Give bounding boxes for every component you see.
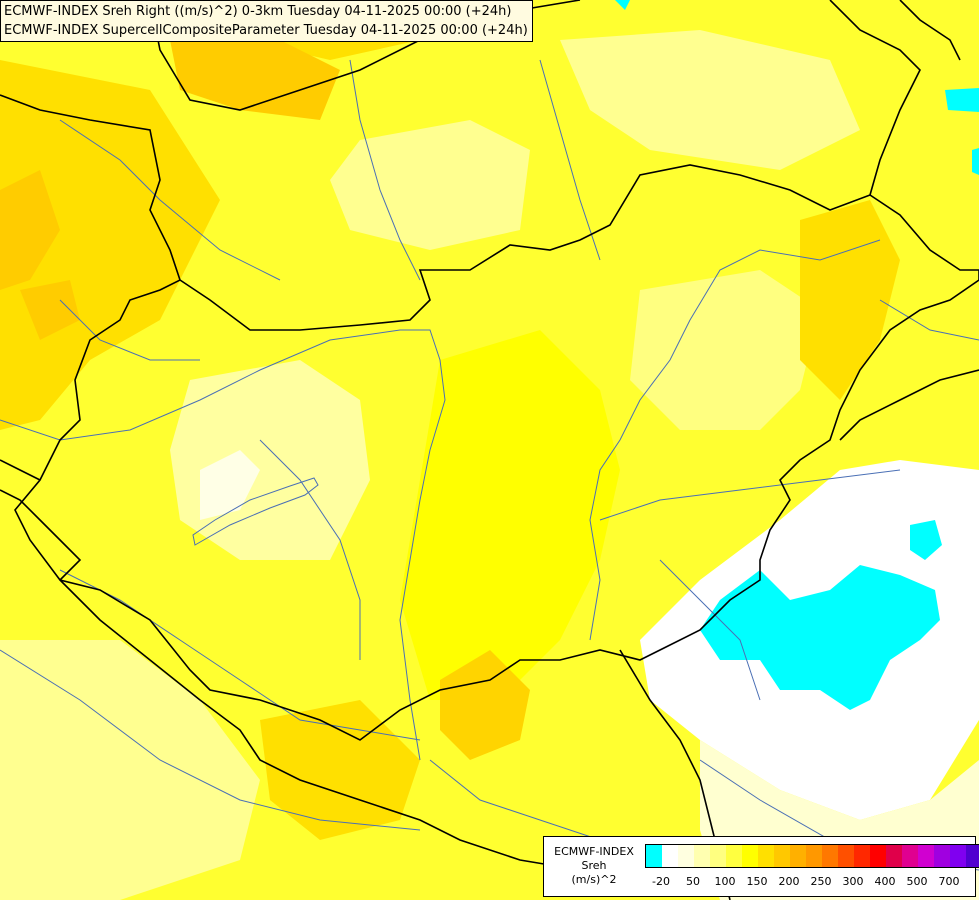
field-zone-cyan-se bbox=[700, 565, 940, 710]
legend-swatch bbox=[886, 845, 902, 867]
legend-swatch bbox=[950, 845, 966, 867]
legend-swatch bbox=[902, 845, 918, 867]
field-zone-cyan-edge-1 bbox=[945, 88, 979, 112]
field-zone-light-east bbox=[630, 270, 820, 430]
legend-swatch bbox=[742, 845, 758, 867]
legend-swatch bbox=[966, 845, 979, 867]
legend-tick-label: 300 bbox=[842, 875, 864, 888]
legend-swatch bbox=[854, 845, 870, 867]
river-center-1 bbox=[259, 439, 361, 660]
field-zone-cyan-east-blob bbox=[910, 520, 942, 560]
legend-swatch bbox=[806, 845, 822, 867]
river-danube bbox=[0, 329, 446, 761]
field-zone-pale-north bbox=[330, 30, 860, 250]
legend-swatch bbox=[710, 845, 726, 867]
legend-swatch bbox=[662, 845, 678, 867]
map-title-line-1: ECMWF-INDEX Sreh Right ((m/s)^2) 0-3km T… bbox=[4, 4, 512, 19]
legend-tick-label: 50 bbox=[686, 875, 700, 888]
legend-tick-label: -20 bbox=[652, 875, 670, 888]
river-north-2 bbox=[349, 59, 421, 281]
river-west-1 bbox=[59, 299, 200, 361]
legend-swatch bbox=[678, 845, 694, 867]
legend-swatch bbox=[918, 845, 934, 867]
legend-swatch bbox=[790, 845, 806, 867]
field-zone-white-lake bbox=[200, 450, 260, 520]
river-sava bbox=[0, 649, 421, 831]
legend-swatch bbox=[838, 845, 854, 867]
legend-tick-label: 200 bbox=[778, 875, 800, 888]
river-drava bbox=[59, 569, 421, 741]
field-zone-cyan-top bbox=[615, 0, 630, 10]
legend-tick-label: 700 bbox=[938, 875, 960, 888]
legend-tick-labels: -20 50 100 150 200 250 300 400 500 700 bbox=[645, 875, 975, 889]
legend-swatch bbox=[694, 845, 710, 867]
field-zone-gold-sw bbox=[260, 700, 420, 840]
legend-swatch bbox=[870, 845, 886, 867]
border-ukraine bbox=[829, 0, 921, 196]
legend-title-unit: (m/s)^2 bbox=[571, 873, 617, 886]
field-zone-gold-east bbox=[800, 200, 900, 400]
river-se-1 bbox=[659, 559, 761, 701]
border-croatia-south bbox=[59, 579, 620, 871]
river-lake-balaton bbox=[192, 477, 319, 546]
legend-tick-label: 500 bbox=[906, 875, 928, 888]
legend-swatch bbox=[934, 845, 950, 867]
field-zone-gold-south bbox=[440, 650, 530, 760]
legend-swatch bbox=[822, 845, 838, 867]
river-maros bbox=[599, 469, 901, 521]
river-north-1 bbox=[59, 119, 281, 281]
legend-tick-label: 150 bbox=[746, 875, 768, 888]
river-south-1 bbox=[429, 759, 601, 841]
field-zone-orange-nw bbox=[0, 30, 340, 340]
river-tisza bbox=[589, 239, 881, 641]
legend-tick-label: 250 bbox=[810, 875, 832, 888]
legend-swatch bbox=[774, 845, 790, 867]
legend-tick-label: 100 bbox=[714, 875, 736, 888]
field-zone-light-sw bbox=[0, 640, 260, 900]
legend-color-scale bbox=[645, 844, 979, 868]
border-ne bbox=[899, 0, 961, 61]
legend-title: ECMWF-INDEX Sreh (m/s)^2 bbox=[548, 845, 640, 887]
border-romania bbox=[839, 369, 979, 441]
field-zone-yellow-center bbox=[400, 330, 620, 700]
river-north-3 bbox=[539, 59, 601, 261]
legend-title-param: Sreh bbox=[581, 859, 607, 872]
map-title-line-2: ECMWF-INDEX SupercellCompositeParameter … bbox=[4, 23, 528, 38]
legend: ECMWF-INDEX Sreh (m/s)^2 -20 50 100 150 200 2… bbox=[543, 836, 979, 897]
legend-swatch bbox=[758, 845, 774, 867]
border-slovenia bbox=[0, 459, 41, 481]
border-hungary bbox=[14, 164, 979, 741]
border-slovakia-west bbox=[0, 94, 181, 281]
map-title-box: ECMWF-INDEX Sreh Right ((m/s)^2) 0-3km T… bbox=[0, 0, 533, 42]
legend-swatch bbox=[726, 845, 742, 867]
field-zone-cyan-edge-2 bbox=[972, 148, 979, 175]
legend-title-model: ECMWF-INDEX bbox=[554, 845, 634, 858]
border-austria bbox=[0, 489, 82, 581]
river-east-1 bbox=[879, 299, 979, 341]
legend-swatch bbox=[646, 845, 662, 867]
legend-tick-label: 400 bbox=[874, 875, 896, 888]
